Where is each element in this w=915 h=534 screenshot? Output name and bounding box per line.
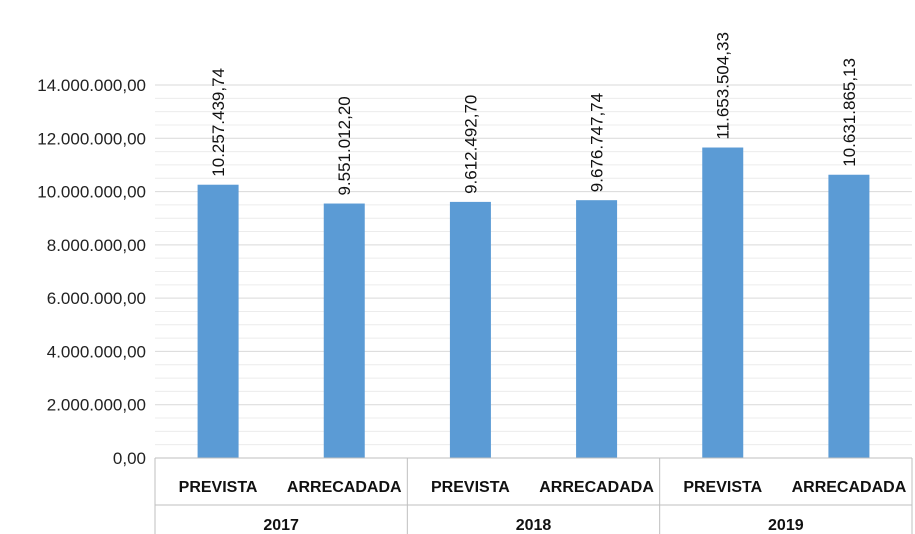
y-axis: 0,00 2.000.000,00 4.000.000,00 6.000.000,00…: [37, 76, 146, 468]
x-group-label: 2017: [263, 517, 299, 534]
x-category-label: ARRECADADA: [792, 479, 907, 496]
bar-2019-arrecadada: [828, 174, 870, 458]
y-tick-label: 0,00: [113, 449, 146, 468]
x-category-label: ARRECADADA: [539, 479, 654, 496]
x-axis: PREVISTA ARRECADADA PREVISTA ARRECADADA PREV…: [154, 457, 913, 534]
data-label: 9.612.492,70: [461, 95, 480, 194]
y-tick-label: 8.000.000,00: [47, 236, 146, 255]
data-label: 9.676.747,74: [588, 93, 607, 192]
x-category-label: PREVISTA: [683, 479, 762, 496]
data-label: 10.257.439,74: [209, 68, 228, 177]
bar-2017-arrecadada: [323, 203, 365, 458]
y-tick-label: 6.000.000,00: [47, 289, 146, 308]
bar-2018-prevista: [449, 201, 491, 458]
data-label: 9.551.012,20: [335, 96, 354, 195]
bars: [197, 147, 870, 459]
data-labels: 10.257.439,74 9.551.012,20 9.612.492,70 9.6…: [209, 32, 859, 195]
bar-2019-prevista: [702, 147, 744, 459]
y-tick-label: 14.000.000,00: [37, 76, 146, 95]
x-category-label: ARRECADADA: [287, 479, 402, 496]
y-tick-label: 12.000.000,00: [37, 129, 146, 148]
data-label: 11.653.504,33: [714, 32, 733, 139]
y-tick-label: 4.000.000,00: [47, 342, 146, 361]
grid-lines: [155, 84, 912, 459]
x-category-label: PREVISTA: [179, 479, 258, 496]
data-label: 10.631.865,13: [840, 58, 859, 167]
x-group-label: 2019: [768, 517, 804, 534]
bar-2018-arrecadada: [576, 200, 618, 459]
y-tick-label: 2.000.000,00: [47, 396, 146, 415]
x-group-label: 2018: [516, 517, 552, 534]
x-category-label: PREVISTA: [431, 479, 510, 496]
y-tick-label: 10.000.000,00: [37, 183, 146, 202]
bar-2017-prevista: [197, 184, 239, 458]
